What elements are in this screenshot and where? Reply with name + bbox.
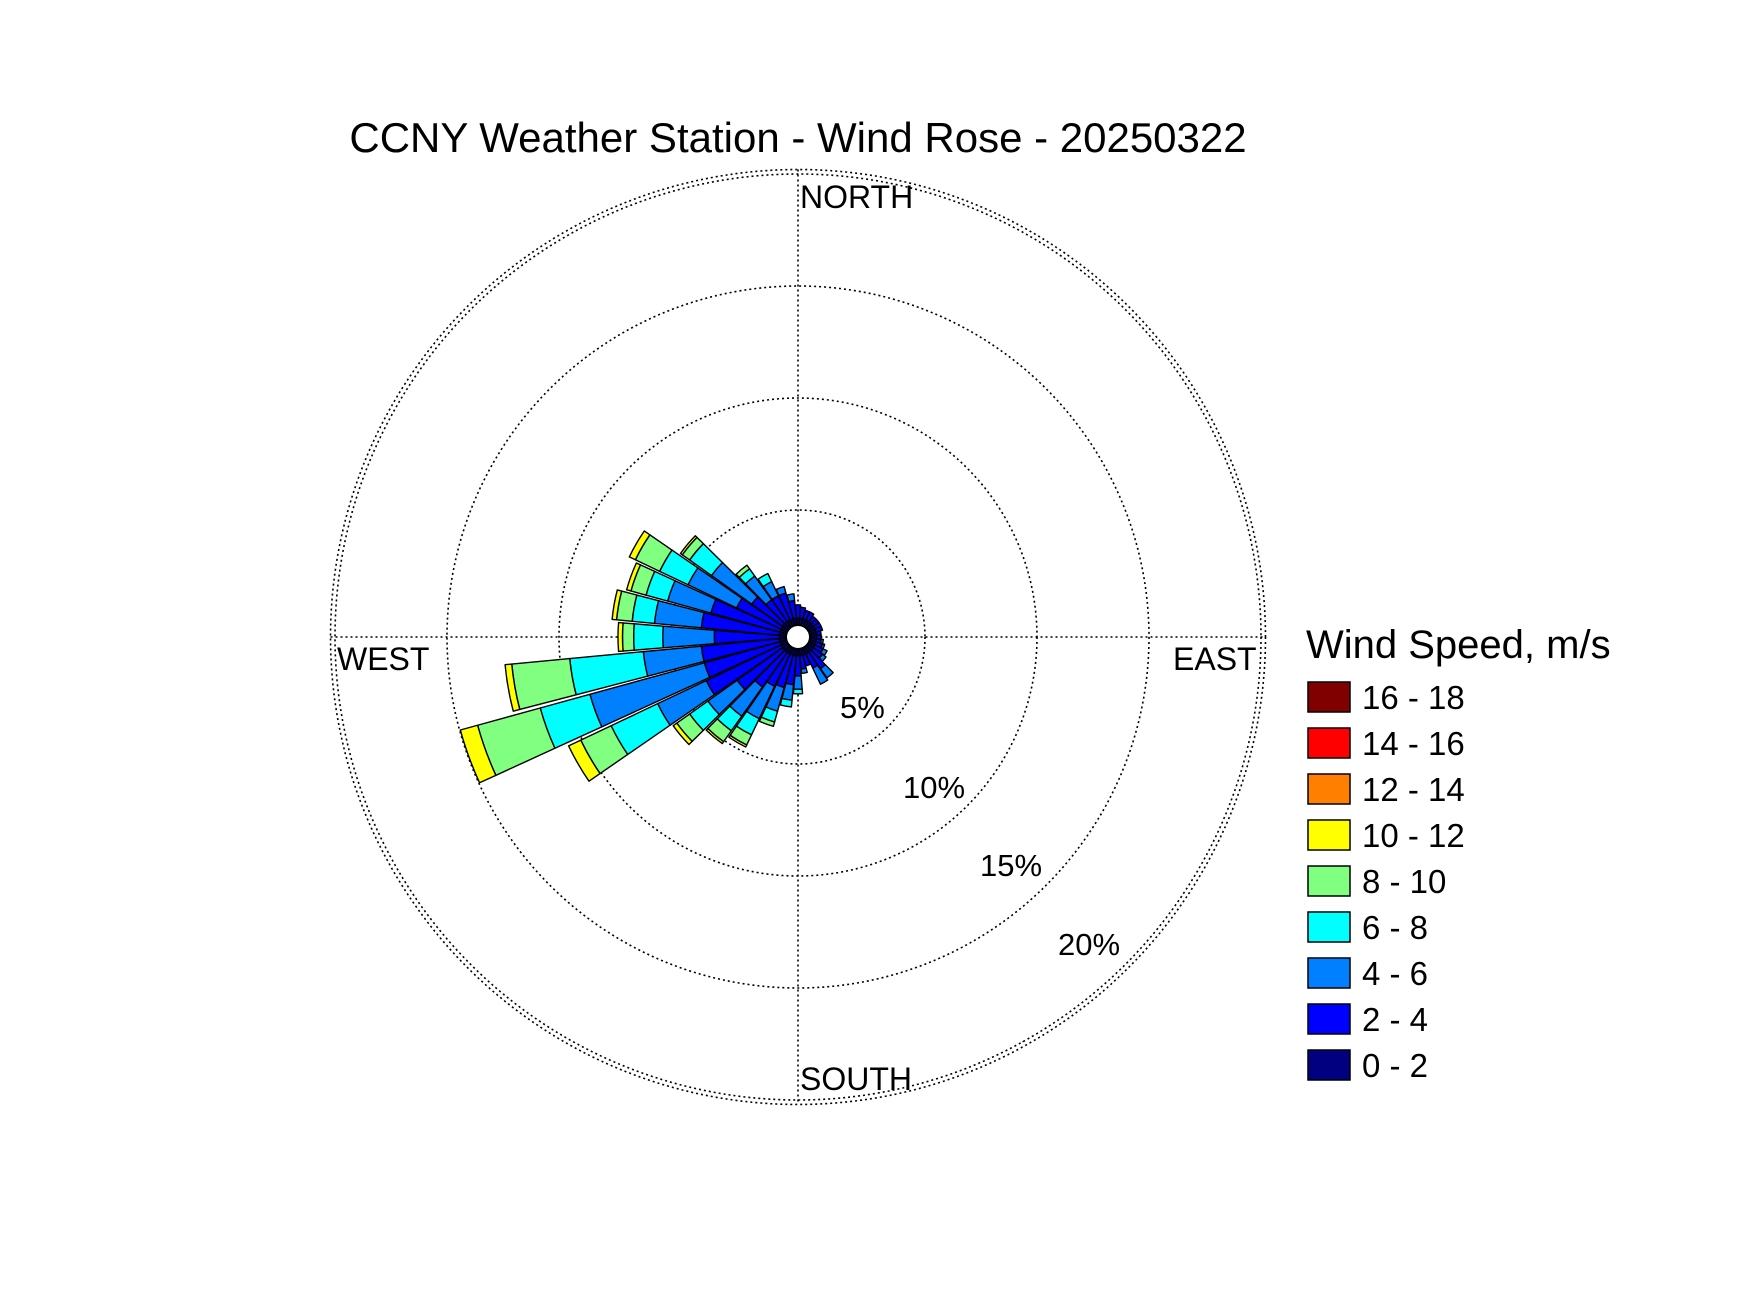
legend-label-6-8: 6 - 8	[1362, 909, 1428, 946]
direction-label-west: WEST	[337, 641, 429, 677]
chart-title: CCNY Weather Station - Wind Rose - 20250…	[349, 114, 1246, 161]
sector-220-bin-10-12	[705, 727, 725, 745]
sector-260-bin-10-12	[504, 663, 521, 712]
legend-label-0-2: 0 - 2	[1362, 1047, 1428, 1084]
sector-180-bin-4-6	[793, 675, 803, 691]
legend-swatch-16-18	[1307, 681, 1351, 713]
sector-280-bin-10-12	[611, 589, 623, 621]
legend-label-4-6: 4 - 6	[1362, 955, 1428, 992]
direction-label-south: SOUTH	[800, 1061, 912, 1097]
grid-ring-15	[446, 285, 1150, 989]
sector-120-bin-4-6	[820, 648, 828, 656]
sector-100-bin-4-6	[819, 638, 825, 645]
legend-swatch-14-16	[1307, 727, 1351, 759]
legend-swatch-4-6	[1307, 957, 1351, 989]
sector-230-bin-10-12	[672, 722, 693, 746]
sector-340-bin-4-6	[775, 585, 787, 597]
sector-270-bin-8-10	[621, 622, 635, 652]
polar-grid	[329, 168, 1267, 1106]
direction-label-east: EAST	[1173, 641, 1257, 677]
calm-center-circle	[785, 624, 811, 650]
sector-210-bin-10-12	[728, 734, 748, 748]
legend-title: Wind Speed, m/s	[1306, 623, 1611, 667]
sector-30-bin-2-4	[805, 611, 815, 623]
sector-200-bin-8-10	[758, 716, 776, 728]
legend-label-8-10: 8 - 10	[1362, 863, 1446, 900]
sector-170-bin-4-6	[800, 667, 808, 675]
legend-label-14-16: 14 - 16	[1362, 725, 1465, 762]
sector-0-bin-2-4	[794, 604, 802, 620]
sector-130-bin-4-6	[818, 653, 827, 662]
wind-sectors	[459, 530, 834, 784]
sector-330-bin-6-8	[757, 572, 773, 588]
sector-290-bin-10-12	[625, 562, 642, 592]
sector-140-bin-4-6	[819, 663, 834, 679]
sector-320-bin-8-10	[735, 564, 751, 579]
legend: Wind Speed, m/s 16 - 18 14 - 16 12 - 14 10 …	[1306, 623, 1611, 1084]
legend-swatch-6-8	[1307, 911, 1351, 943]
ring-label-10: 10%	[903, 770, 965, 805]
legend-swatch-8-10	[1307, 865, 1351, 897]
sector-150-bin-4-6	[812, 664, 829, 685]
sector-240-bin-10-12	[567, 739, 601, 782]
sector-270-bin-6-8	[632, 623, 664, 651]
legend-swatch-2-4	[1307, 1003, 1351, 1035]
direction-label-north: NORTH	[800, 179, 913, 215]
sector-350-bin-4-6	[786, 593, 796, 603]
sector-300-bin-10-12	[628, 530, 651, 561]
sector-20-bin-2-4	[802, 609, 811, 621]
ring-label-5: 5%	[840, 690, 885, 725]
ring-label-20: 20%	[1058, 927, 1120, 962]
sector-10-bin-2-4	[799, 606, 807, 620]
sector-110-bin-4-6	[820, 643, 826, 650]
legend-label-10-12: 10 - 12	[1362, 817, 1465, 854]
sector-250-bin-10-12	[459, 724, 497, 784]
legend-label-16-18: 16 - 18	[1362, 679, 1465, 716]
ring-label-15: 15%	[980, 848, 1042, 883]
legend-swatch-12-14	[1307, 773, 1351, 805]
sector-270-bin-4-6	[662, 625, 716, 649]
sector-270-bin-10-12	[617, 621, 624, 653]
grid-ring-outer	[329, 168, 1267, 1106]
sector-310-bin-10-12	[679, 535, 698, 556]
grid-ring-5	[670, 509, 926, 765]
legend-swatch-0-2	[1307, 1049, 1351, 1081]
sector-190-bin-6-8	[779, 697, 793, 708]
legend-label-2-4: 2 - 4	[1362, 1001, 1428, 1038]
legend-label-12-14: 12 - 14	[1362, 771, 1465, 808]
sector-180-bin-6-8	[792, 688, 804, 695]
legend-swatch-10-12	[1307, 819, 1351, 851]
